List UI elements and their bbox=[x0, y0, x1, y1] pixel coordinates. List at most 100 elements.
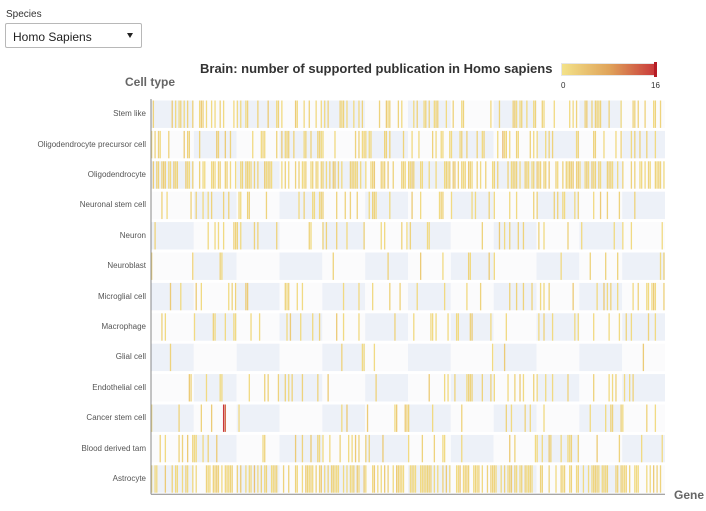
heatmap-cell bbox=[236, 465, 238, 493]
heatmap-cell bbox=[419, 161, 422, 189]
species-select[interactable]: Homo Sapiens bbox=[5, 23, 142, 48]
heatmap-cell bbox=[543, 100, 545, 128]
heatmap-background bbox=[365, 191, 408, 220]
heatmap-background bbox=[365, 252, 408, 280]
heatmap-cell bbox=[572, 282, 574, 311]
heatmap-cell bbox=[527, 465, 530, 493]
heatmap-cell bbox=[334, 161, 336, 189]
heatmap-cell bbox=[594, 130, 597, 159]
heatmap-cell bbox=[539, 282, 542, 311]
heatmap-cell bbox=[644, 100, 646, 128]
heatmap-cell bbox=[219, 100, 221, 128]
heatmap-cell bbox=[603, 130, 605, 159]
heatmap-cell bbox=[257, 465, 259, 493]
heatmap-cell bbox=[240, 222, 242, 250]
heatmap-cell bbox=[363, 343, 365, 372]
heatmap-cell bbox=[461, 161, 463, 189]
heatmap-cell bbox=[653, 282, 655, 311]
heatmap-cell bbox=[253, 161, 256, 189]
heatmap-cell bbox=[445, 161, 448, 189]
heatmap-cell bbox=[567, 222, 569, 250]
heatmap-cell bbox=[452, 100, 454, 128]
heatmap-cell bbox=[548, 434, 550, 463]
heatmap-cell bbox=[488, 191, 490, 220]
heatmap-cell bbox=[342, 313, 345, 341]
heatmap-cell bbox=[421, 434, 424, 463]
heatmap-cell bbox=[382, 434, 384, 463]
heatmap-background bbox=[365, 404, 408, 432]
heatmap-cell bbox=[267, 100, 269, 128]
heatmap-cell bbox=[589, 252, 591, 280]
heatmap-cell bbox=[151, 404, 153, 432]
heatmap-cell bbox=[515, 465, 518, 493]
heatmap-cell bbox=[632, 100, 634, 128]
heatmap-cell bbox=[533, 191, 535, 220]
heatmap-cell bbox=[168, 130, 170, 159]
heatmap-cell bbox=[536, 130, 538, 159]
heatmap-cell bbox=[447, 374, 449, 402]
heatmap-cell bbox=[392, 161, 394, 189]
heatmap-cell bbox=[509, 130, 511, 159]
heatmap-cell bbox=[168, 161, 170, 189]
heatmap-cell bbox=[617, 465, 619, 493]
heatmap-cell bbox=[622, 161, 624, 189]
heatmap-cell bbox=[178, 100, 180, 128]
heatmap-cell bbox=[466, 465, 468, 493]
heatmap-cell bbox=[521, 100, 523, 128]
heatmap-cell bbox=[315, 161, 317, 189]
heatmap-cell bbox=[659, 465, 662, 493]
heatmap-background bbox=[408, 252, 451, 280]
heatmap-cell bbox=[156, 161, 158, 189]
heatmap-cell bbox=[176, 465, 179, 493]
heatmap-cell bbox=[557, 191, 559, 220]
heatmap-cell bbox=[351, 434, 353, 463]
heatmap-cell bbox=[593, 130, 595, 159]
heatmap-cell bbox=[272, 465, 274, 493]
heatmap-cell bbox=[198, 161, 201, 189]
heatmap-cell bbox=[437, 465, 439, 493]
heatmap-cell bbox=[348, 434, 350, 463]
heatmap-background bbox=[193, 252, 237, 280]
heatmap-cell bbox=[413, 161, 415, 189]
heatmap-cell bbox=[190, 191, 192, 220]
heatmap-cell bbox=[461, 434, 463, 463]
heatmap-cell bbox=[419, 191, 422, 220]
heatmap-cell bbox=[443, 161, 446, 189]
heatmap-cell bbox=[228, 282, 230, 311]
heatmap-background bbox=[408, 434, 451, 463]
heatmap-background bbox=[579, 465, 623, 493]
heatmap-cell bbox=[373, 161, 376, 189]
heatmap-background bbox=[579, 282, 623, 311]
heatmap-cell bbox=[423, 465, 425, 493]
heatmap-background bbox=[322, 161, 366, 189]
heatmap-cell bbox=[317, 434, 319, 463]
heatmap-cell bbox=[409, 161, 412, 189]
heatmap-cell bbox=[397, 465, 400, 493]
heatmap-cell bbox=[591, 161, 593, 189]
heatmap-cell bbox=[401, 100, 403, 128]
heatmap-cell bbox=[601, 465, 603, 493]
heatmap-cell bbox=[387, 465, 389, 493]
row-label: Neuron bbox=[119, 230, 146, 240]
heatmap-cell bbox=[368, 434, 370, 463]
heatmap-cell bbox=[562, 161, 564, 189]
heatmap-cell bbox=[358, 434, 360, 463]
heatmap-cell bbox=[264, 161, 266, 189]
heatmap-cell bbox=[522, 282, 525, 311]
heatmap-cell bbox=[551, 374, 554, 402]
heatmap-background bbox=[536, 404, 580, 432]
heatmap-cell bbox=[288, 465, 290, 493]
heatmap-cell bbox=[646, 130, 648, 159]
heatmap-cell bbox=[365, 434, 367, 463]
heatmap-cell bbox=[214, 161, 216, 189]
heatmap-cell bbox=[346, 465, 348, 493]
heatmap-cell bbox=[183, 100, 185, 128]
heatmap-cell bbox=[185, 465, 187, 493]
heatmap-cell bbox=[471, 191, 473, 220]
heatmap-cell bbox=[634, 465, 636, 493]
heatmap-cell bbox=[440, 191, 442, 220]
heatmap-cell bbox=[320, 161, 322, 189]
heatmap-cell bbox=[419, 252, 422, 280]
heatmap-cell bbox=[178, 434, 180, 463]
heatmap-cell bbox=[205, 374, 208, 402]
